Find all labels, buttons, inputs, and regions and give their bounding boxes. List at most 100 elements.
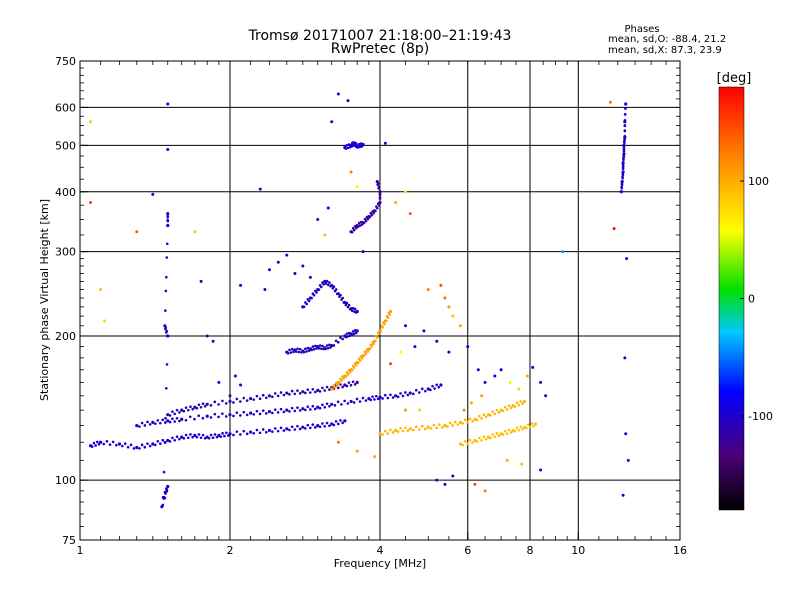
trace-point (528, 425, 532, 429)
trace-point (429, 388, 432, 392)
trace-point (401, 429, 405, 433)
trace-point (282, 429, 286, 432)
trace-point (318, 406, 322, 410)
trace-point (180, 435, 184, 439)
trace-point (195, 406, 199, 410)
trace-point (221, 412, 224, 415)
trace-point (389, 428, 392, 432)
trace-point (525, 426, 528, 430)
trace-point (164, 326, 168, 329)
trace-point (186, 408, 190, 412)
trace-point (623, 124, 627, 128)
trace-point (323, 424, 327, 428)
trace-point (364, 219, 368, 223)
trace-point (108, 443, 112, 446)
trace-point (333, 404, 337, 407)
trace-point (151, 420, 155, 424)
trace-point (126, 445, 130, 449)
trace-point (158, 421, 162, 425)
trace-point (503, 429, 507, 433)
trace-point (515, 401, 519, 405)
trace-point (161, 418, 165, 422)
y-tick-label: 600 (55, 101, 76, 114)
trace-point (261, 409, 265, 412)
trace-point (325, 279, 329, 283)
trace-point (493, 412, 497, 416)
trace-point (305, 350, 308, 353)
trace-point (168, 414, 172, 417)
trace-point (338, 381, 341, 385)
trace-point (205, 414, 209, 418)
trace-point (386, 316, 390, 319)
trace-point (356, 146, 360, 149)
trace-point (203, 404, 207, 408)
echo-point (473, 482, 477, 486)
echo-point (624, 432, 628, 436)
trace-point (115, 443, 118, 447)
echo-point (336, 440, 340, 444)
trace-point (293, 428, 297, 431)
trace-point (370, 213, 374, 217)
colorbar-ticks: 100 0 -100 (740, 175, 773, 423)
echo-point (403, 408, 407, 412)
echo-point (336, 92, 340, 96)
trace-point (213, 400, 217, 404)
trace-point (507, 404, 511, 408)
trace-point (363, 217, 367, 221)
trace-point (346, 305, 350, 309)
echo-point (285, 253, 289, 257)
echo-point (621, 493, 625, 497)
echo-point (480, 394, 484, 398)
trace-point (345, 332, 349, 336)
trace-point (411, 392, 415, 396)
trace-point (355, 329, 359, 333)
trace-point (224, 415, 228, 418)
trace-point (620, 190, 623, 193)
trace-point (376, 183, 380, 187)
trace-point (622, 155, 626, 159)
trace-point (156, 419, 160, 422)
trace-point (285, 408, 289, 412)
trace-point (368, 347, 372, 351)
echo-point (267, 268, 271, 272)
trace-point (224, 402, 228, 405)
echo-point (435, 478, 439, 482)
trace-point (362, 221, 366, 225)
trace-point (352, 401, 356, 404)
trace-point (288, 410, 291, 413)
trace-point (372, 342, 375, 346)
trace-point (178, 411, 181, 414)
trace-point (321, 344, 324, 348)
trace-point (296, 347, 299, 351)
echo-point (89, 200, 93, 204)
trace-point (267, 428, 272, 433)
trace-point (475, 440, 479, 443)
y-axis-label: Stationary phase Virtual Height [km] (38, 199, 51, 401)
trace-point (215, 435, 219, 439)
trace-point (342, 377, 346, 380)
trace-point (341, 385, 344, 389)
trace-point (319, 347, 323, 350)
trace-point (255, 394, 259, 398)
trace-point (339, 377, 342, 381)
trace-point (151, 442, 155, 446)
trace-point (345, 371, 349, 374)
trace-point (318, 425, 322, 429)
trace-point (261, 428, 265, 431)
trace-point (166, 413, 170, 417)
trace-point (468, 417, 472, 421)
trace-point (355, 397, 359, 401)
trace-point (401, 394, 405, 398)
echo-point (166, 102, 170, 106)
trace-point (305, 302, 308, 306)
trace-point (343, 399, 346, 403)
trace-point (175, 435, 179, 439)
trace-point (399, 427, 402, 430)
trace-point (317, 347, 321, 350)
trace-point (201, 402, 205, 406)
trace-point (138, 425, 141, 428)
x-tick-label: 2 (227, 544, 234, 557)
trace-point (298, 392, 302, 395)
trace-point (623, 138, 626, 142)
trace-point (341, 421, 344, 425)
